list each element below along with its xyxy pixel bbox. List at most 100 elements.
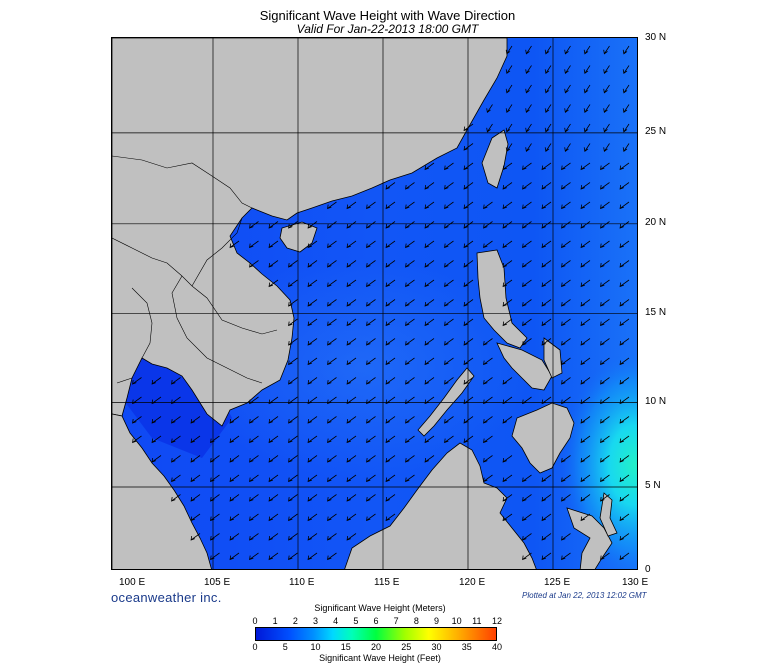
wave-arrow — [229, 552, 240, 561]
wave-arrow — [190, 474, 201, 483]
wave-arrow — [564, 84, 571, 94]
wave-arrow — [385, 377, 396, 385]
wave-arrow — [502, 474, 513, 483]
wave-arrow — [600, 299, 610, 307]
wave-arrow — [619, 279, 630, 288]
wave-arrow — [541, 260, 552, 268]
wave-arrow — [132, 396, 142, 405]
wave-arrow — [564, 65, 571, 75]
wave-arrow — [522, 474, 532, 483]
wave-arrow — [366, 513, 376, 522]
wave-arrow — [522, 552, 532, 561]
wave-arrow — [327, 396, 337, 405]
wave-arrow — [600, 435, 610, 444]
wave-arrow — [561, 201, 571, 210]
wave-arrow — [622, 123, 630, 133]
meter-tick-label: 0 — [252, 616, 258, 626]
wave-arrow — [385, 318, 396, 327]
wave-arrow — [346, 533, 357, 541]
wave-arrow — [541, 396, 552, 405]
wave-arrow — [444, 377, 454, 385]
wave-arrow — [502, 162, 513, 171]
lat-label-0: 0 — [645, 564, 651, 575]
wave-arrow — [619, 162, 630, 171]
lat-label-30: 30 N — [645, 32, 667, 43]
wave-arrow — [522, 533, 532, 541]
feet-tick-label: 5 — [282, 642, 288, 652]
wave-arrow — [307, 533, 318, 541]
wave-arrow — [385, 513, 396, 522]
wave-arrow — [583, 45, 591, 55]
wave-arrow — [288, 279, 298, 288]
wave-arrow — [405, 416, 415, 424]
wave-arrow — [561, 357, 571, 366]
wave-arrow — [366, 221, 376, 229]
wave-arrow — [229, 416, 240, 424]
wave-arrow — [327, 435, 337, 444]
wave-arrow — [522, 260, 532, 268]
wave-arrow — [622, 104, 630, 114]
wave-arrow — [190, 435, 201, 444]
wave-arrow — [249, 552, 259, 561]
wave-arrow — [505, 104, 513, 114]
wave-arrow — [288, 494, 298, 502]
wave-arrow — [600, 318, 610, 327]
lat-label-15: 15 N — [645, 307, 667, 318]
wave-arrow — [583, 143, 591, 153]
wave-arrow — [249, 416, 259, 424]
wave-arrow — [580, 201, 591, 210]
wave-arrow — [561, 299, 571, 307]
wave-arrow — [522, 318, 532, 327]
wave-arrow — [307, 221, 318, 229]
wave-arrow — [544, 104, 552, 114]
wave-arrow — [424, 318, 435, 327]
wave-arrow — [366, 260, 376, 268]
wave-arrow — [249, 474, 259, 483]
brand-logo-text: oceanweather inc. — [111, 590, 222, 605]
meter-tick-label: 8 — [413, 616, 419, 626]
sulawesi-island — [566, 507, 613, 569]
wave-arrow — [580, 357, 591, 366]
wave-arrow — [444, 299, 454, 307]
wave-arrow — [544, 84, 552, 94]
wave-arrow — [525, 65, 532, 75]
wave-arrow — [483, 357, 493, 366]
wave-arrow — [171, 494, 181, 502]
meter-tick-label: 7 — [393, 616, 399, 626]
wave-arrow — [561, 318, 571, 327]
wave-arrow — [151, 416, 162, 424]
wave-arrow — [210, 513, 220, 522]
wave-arrow — [385, 357, 396, 366]
wave-arrow — [385, 338, 396, 346]
wave-arrow — [210, 435, 220, 444]
wave-arrow — [561, 474, 571, 483]
wave-arrow — [444, 318, 454, 327]
wave-arrow — [307, 494, 318, 502]
wave-arrow — [564, 123, 571, 133]
wave-arrow — [229, 494, 240, 502]
wave-arrow — [463, 299, 474, 307]
wave-arrow — [327, 474, 337, 483]
wave-arrow — [502, 416, 513, 424]
wave-arrow — [327, 494, 337, 502]
wave-arrow — [171, 474, 181, 483]
wave-arrow — [505, 123, 513, 133]
wave-arrow — [327, 455, 337, 463]
wave-arrow — [600, 474, 610, 483]
wave-arrow — [580, 416, 591, 424]
borneo-island — [344, 442, 537, 569]
wave-arrow — [541, 318, 552, 327]
wave-arrow — [583, 104, 591, 114]
wave-arrow — [307, 357, 318, 366]
wave-arrow — [405, 474, 415, 483]
wave-arrow — [522, 494, 532, 502]
wave-arrow — [483, 396, 493, 405]
wave-arrow — [327, 221, 337, 229]
wave-arrow — [600, 357, 610, 366]
wave-arrow — [619, 494, 630, 502]
wave-arrow — [463, 338, 474, 346]
wave-arrow — [502, 260, 513, 268]
wave-arrow — [483, 201, 493, 210]
lon-label-115: 115 E — [374, 577, 400, 588]
graticule — [112, 38, 637, 569]
